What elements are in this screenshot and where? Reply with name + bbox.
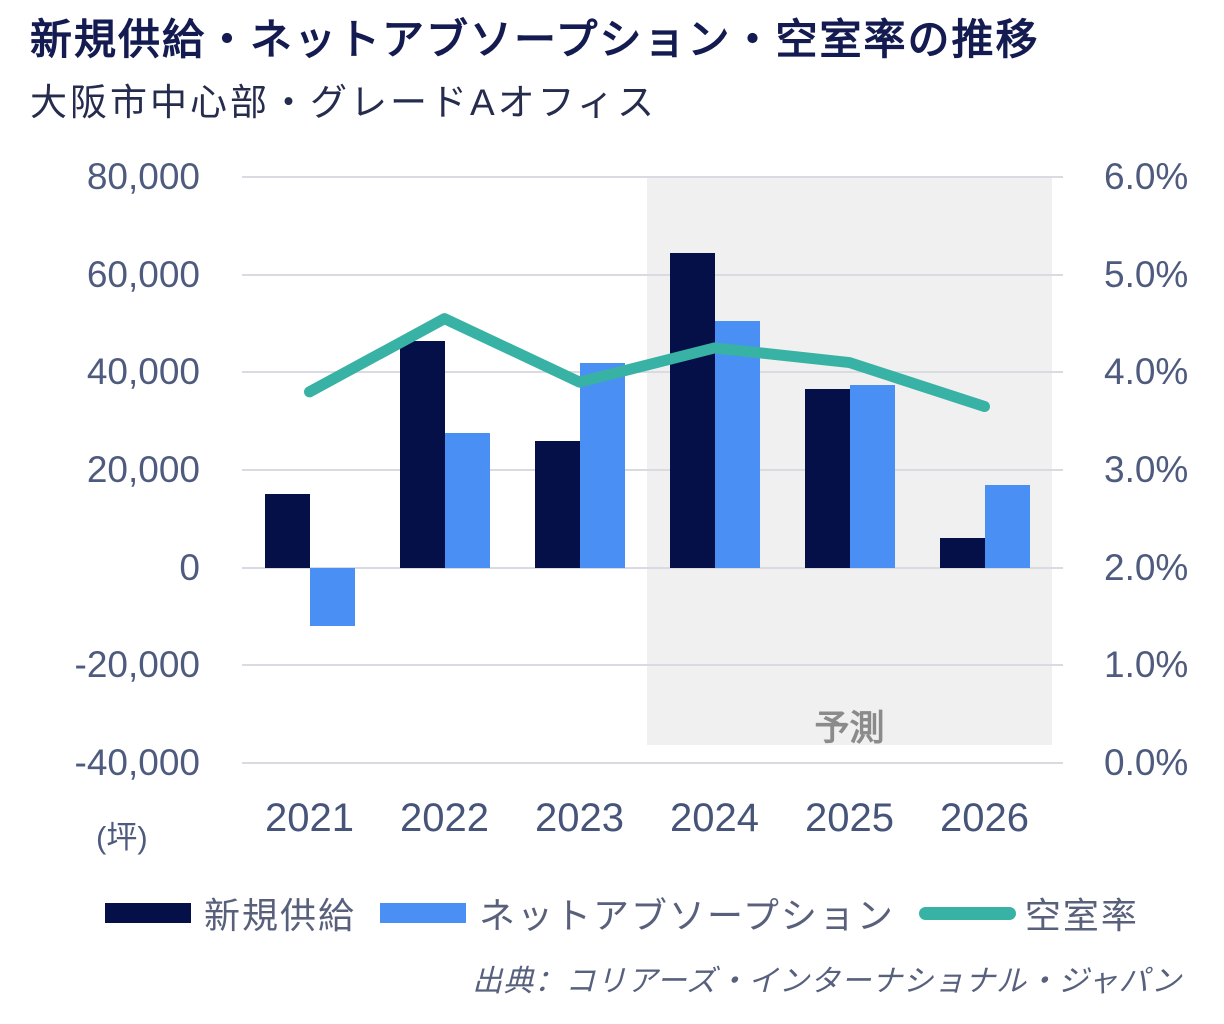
y-axis-unit: (坪) (96, 820, 148, 855)
gridline (242, 371, 1063, 374)
gridline (242, 273, 1063, 276)
y-axis-label-right: 0.0% (1104, 742, 1189, 783)
bar-net-absorption-2026 (984, 484, 1030, 568)
y-axis-label-right: 2.0% (1104, 546, 1189, 588)
x-axis-label: 2022 (400, 796, 489, 840)
gridline (242, 566, 1063, 569)
x-axis-label: 2026 (940, 796, 1029, 840)
y-axis-label-right: 3.0% (1104, 449, 1189, 490)
bar-new-supply-2025 (804, 389, 850, 568)
bar-new-supply-2024 (669, 252, 715, 568)
y-axis-label-left: 0 (179, 546, 200, 588)
y-axis-label-left: -20,000 (74, 644, 201, 686)
forecast-label: 予測 (814, 709, 885, 748)
legend-line-marker (918, 906, 1016, 920)
gridline (242, 664, 1063, 667)
bar-net-absorption-2024 (714, 321, 760, 568)
bar-new-supply-2022 (399, 340, 445, 568)
bar-net-absorption-2025 (849, 384, 895, 568)
x-axis-label: 2023 (535, 796, 624, 840)
bar-net-absorption-2021 (309, 567, 355, 627)
chart-subtitle: 大阪市中心部・グレードAオフィス (30, 82, 657, 123)
bar-new-supply-2026 (939, 538, 985, 568)
legend-bar-marker (105, 903, 191, 923)
bar-net-absorption-2023 (579, 362, 625, 568)
chart-title: 新規供給・ネットアブソープション・空室率の推移 (30, 16, 1040, 63)
legend-label: ネットアブソープション (479, 895, 895, 936)
bar-new-supply-2021 (264, 494, 310, 568)
y-axis-label-left: 60,000 (86, 253, 200, 295)
y-axis-label-right: 4.0% (1104, 351, 1189, 393)
legend-label: 空室率 (1024, 895, 1139, 936)
source-note: 出典：コリアーズ・インターナショナル・ジャパン (472, 965, 1182, 998)
gridline (242, 762, 1063, 764)
y-axis-label-right: 5.0% (1104, 253, 1189, 295)
legend-label: 新規供給 (204, 895, 357, 936)
y-axis-label-left: 20,000 (86, 449, 200, 490)
x-axis-label: 2024 (670, 796, 759, 840)
x-axis-label: 2021 (265, 796, 354, 840)
y-axis-label-left: -40,000 (74, 742, 201, 783)
y-axis-label-left: 40,000 (86, 351, 200, 393)
bar-new-supply-2023 (534, 440, 580, 568)
y-axis-label-left: 80,000 (86, 156, 200, 197)
gridline (242, 469, 1063, 471)
x-axis-label: 2025 (805, 796, 894, 840)
legend-bar-marker (380, 903, 467, 923)
y-axis-label-right: 1.0% (1104, 644, 1189, 686)
y-axis-label-right: 6.0% (1104, 156, 1189, 197)
legend: 新規供給 ネットアブソープション 空室率 (105, 892, 1139, 936)
bar-net-absorption-2022 (444, 433, 490, 568)
gridline (242, 176, 1063, 178)
